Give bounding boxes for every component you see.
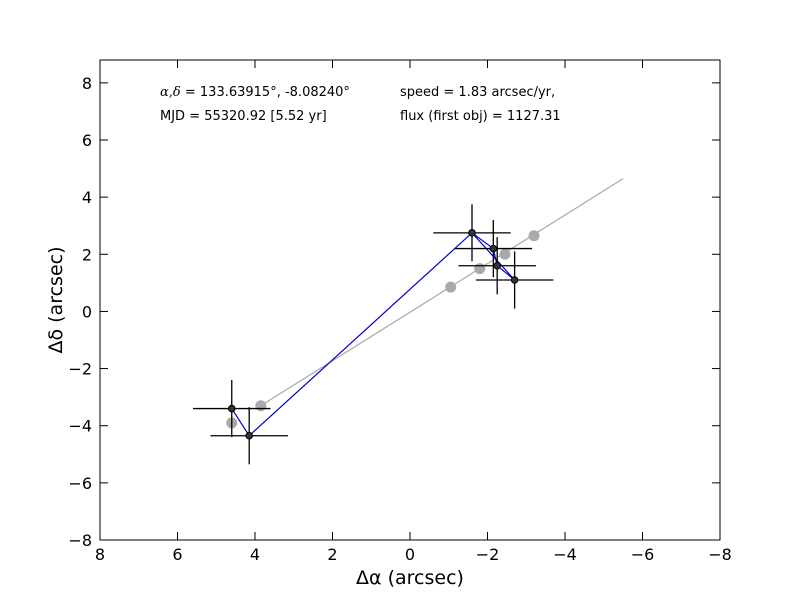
model-point bbox=[255, 400, 267, 412]
model-point bbox=[499, 248, 511, 260]
coords-symbol: α,δ bbox=[160, 85, 181, 100]
y-tick-label: −6 bbox=[68, 474, 92, 493]
observed-track-line bbox=[231, 232, 516, 437]
observed-point bbox=[468, 229, 476, 237]
observed-point bbox=[245, 431, 253, 440]
y-tick-label: −2 bbox=[68, 360, 92, 379]
observed-point bbox=[493, 261, 501, 270]
x-tick-label: 8 bbox=[95, 545, 105, 564]
y-tick-label: 8 bbox=[82, 74, 92, 93]
axis-ticks: 8 6 4 2 0 −2 −4 −6 −8 −8 −6 −4 −2 0 2 4 6 8 bbox=[68, 60, 732, 564]
x-tick-label: −2 bbox=[476, 545, 500, 564]
x-tick-label: −8 bbox=[708, 545, 732, 564]
y-tick-label: 6 bbox=[82, 131, 92, 150]
observed-point bbox=[489, 244, 498, 253]
y-tick-label: −4 bbox=[68, 417, 92, 436]
coords-annotation: α,δ = 133.63915°, -8.08240° bbox=[160, 85, 350, 100]
x-tick-label: 0 bbox=[405, 545, 415, 564]
speed-annotation: speed = 1.83 arcsec/yr, bbox=[400, 85, 555, 100]
fit-line bbox=[260, 178, 624, 407]
y-tick-label: 0 bbox=[82, 302, 92, 321]
model-point bbox=[445, 281, 457, 293]
model-point bbox=[474, 263, 486, 275]
x-tick-label: −4 bbox=[553, 545, 577, 564]
x-tick-label: 4 bbox=[250, 545, 260, 564]
chart-marks bbox=[193, 178, 624, 465]
x-tick-label: 2 bbox=[327, 545, 337, 564]
y-axis-label: Δδ (arcsec) bbox=[45, 246, 67, 353]
y-tick-label: 4 bbox=[82, 188, 92, 207]
model-point bbox=[528, 230, 540, 242]
flux-annotation: flux (first obj) = 1127.31 bbox=[400, 109, 561, 124]
x-tick-label: −6 bbox=[631, 545, 655, 564]
y-tick-label: 2 bbox=[82, 245, 92, 264]
observed-point bbox=[227, 404, 236, 413]
y-tick-label: −8 bbox=[68, 531, 92, 550]
x-axis-label: Δα (arcsec) bbox=[356, 567, 464, 589]
x-tick-label: 6 bbox=[172, 545, 182, 564]
coords-value: = 133.63915°, -8.08240° bbox=[181, 85, 350, 100]
plot-frame bbox=[99, 59, 721, 541]
observed-point bbox=[510, 276, 519, 284]
mjd-annotation: MJD = 55320.92 [5.52 yr] bbox=[160, 109, 327, 124]
